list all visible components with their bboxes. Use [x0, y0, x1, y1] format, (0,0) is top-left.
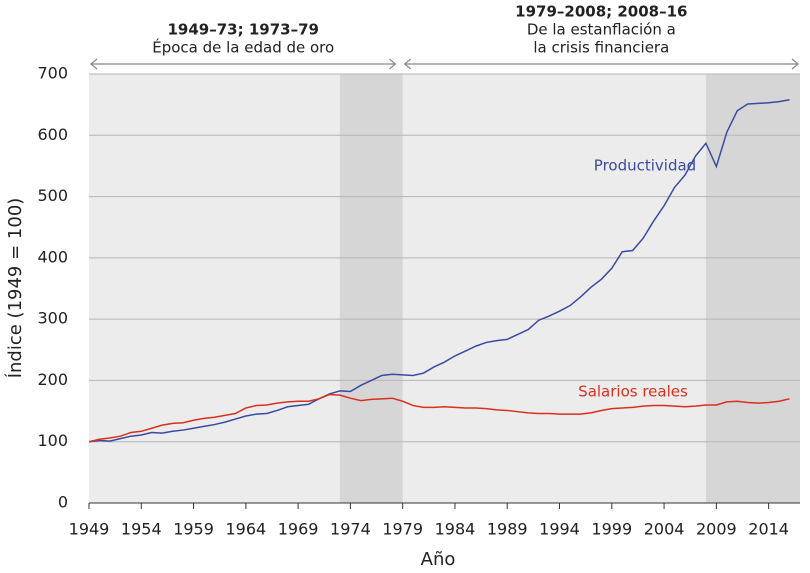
y-tick-label: 0: [58, 493, 68, 512]
y-tick-label: 300: [37, 309, 68, 328]
annotation-text: 1949–73; 1973–79: [167, 21, 318, 39]
x-tick-label: 2009: [696, 520, 737, 539]
x-tick-label: 1974: [330, 520, 371, 539]
annotation-text: la crisis financiera: [533, 39, 669, 57]
series-line: [88, 393, 790, 443]
x-tick-label: 1959: [173, 520, 214, 539]
x-tick-label: 1969: [278, 520, 319, 539]
arrow-head: [791, 58, 799, 70]
x-tick-label: 1949: [69, 520, 110, 539]
x-tick-label: 1954: [121, 520, 162, 539]
y-tick-label: 700: [37, 64, 68, 83]
x-tick-label: 2004: [644, 520, 685, 539]
series-line: [88, 99, 790, 443]
y-tick-label: 200: [37, 370, 68, 389]
plot-background: [89, 74, 800, 503]
arrow-head: [403, 58, 412, 70]
annotation-text: De la estanflación a: [527, 21, 676, 39]
x-tick-label: 1994: [539, 520, 580, 539]
x-tick-label: 1984: [435, 520, 476, 539]
y-tick-label: 600: [37, 125, 68, 144]
y-axis-label: Índice (1949 = 100): [4, 198, 26, 379]
arrow-head: [389, 58, 397, 70]
annotation-text: Época de la edad de oro: [152, 38, 334, 57]
x-tick-label: 1979: [382, 520, 423, 539]
x-axis-label: Año: [421, 549, 456, 570]
annotation-text: 1979–2008; 2008–16: [515, 3, 687, 21]
x-tick-label: 1964: [225, 520, 266, 539]
y-tick-label: 100: [37, 431, 68, 450]
shaded-period: [339, 74, 403, 503]
arrow-head: [90, 58, 98, 70]
y-tick-label: 500: [37, 186, 68, 205]
series-label: Salarios reales: [578, 383, 688, 401]
shaded-period: [705, 74, 800, 503]
series-label: Productividad: [594, 157, 696, 175]
y-tick-label: 400: [37, 247, 68, 266]
x-tick-label: 1989: [487, 520, 528, 539]
x-tick-label: 2014: [748, 520, 789, 539]
x-tick-label: 1999: [591, 520, 632, 539]
